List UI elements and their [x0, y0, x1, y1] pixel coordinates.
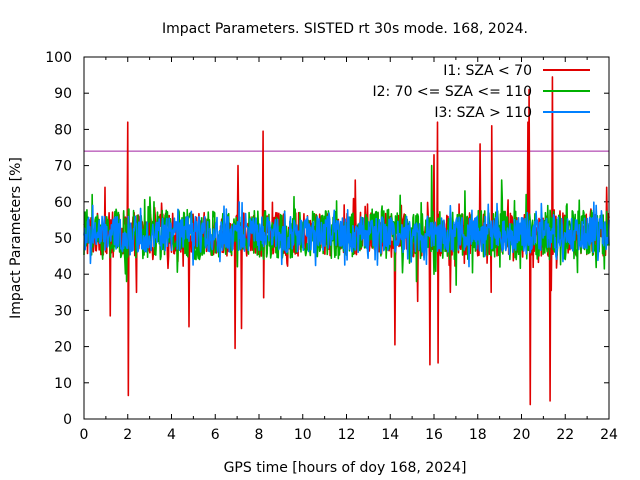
x-tick-label: 8 — [255, 427, 264, 443]
series-line-3 — [83, 201, 610, 268]
series-layer — [83, 76, 610, 406]
y-tick-label: 40 — [54, 267, 72, 283]
x-tick-label: 2 — [123, 427, 132, 443]
legend-label-1: I1: SZA < 70 — [443, 63, 532, 79]
x-tick-label: 0 — [80, 427, 89, 443]
x-tick-label: 16 — [425, 427, 443, 443]
y-tick-label: 0 — [63, 412, 72, 428]
chart-title: Impact Parameters. SISTED rt 30s mode. 1… — [162, 21, 528, 37]
x-tick-label: 22 — [556, 427, 574, 443]
x-tick-label: 10 — [294, 427, 312, 443]
x-tick-label: 14 — [381, 427, 399, 443]
x-tick-label: 6 — [211, 427, 220, 443]
y-tick-labels: 0 10 20 30 40 50 60 70 80 90 100 — [45, 50, 72, 428]
plot-frame — [83, 56, 610, 420]
y-tick-label: 60 — [54, 195, 72, 211]
y-tick-label: 30 — [54, 303, 72, 319]
y-tick-label: 20 — [54, 340, 72, 356]
y-tick-label: 90 — [54, 86, 72, 102]
x-tick-labels: 0 2 4 6 8 10 12 14 16 18 20 22 24 — [80, 427, 618, 443]
x-tick-label: 20 — [513, 427, 531, 443]
legend-label-3: I3: SZA > 110 — [434, 105, 532, 121]
x-tick-label: 24 — [600, 427, 618, 443]
legend-label-2: I2: 70 <= SZA <= 110 — [372, 84, 532, 100]
x-axis-label: GPS time [hours of doy 168, 2024] — [224, 460, 467, 476]
y-tick-label: 80 — [54, 122, 72, 138]
x-tick-label: 18 — [469, 427, 487, 443]
y-tick-label: 70 — [54, 159, 72, 175]
y-axis-label: Impact Parameters [%] — [8, 157, 24, 319]
y-tick-label: 100 — [45, 50, 72, 66]
x-tick-label: 4 — [167, 427, 176, 443]
y-tick-label: 10 — [54, 376, 72, 392]
y-tick-label: 50 — [54, 231, 72, 247]
x-tick-label: 12 — [338, 427, 356, 443]
legend: I1: SZA < 70 I2: 70 <= SZA <= 110 I3: SZA … — [372, 63, 590, 121]
